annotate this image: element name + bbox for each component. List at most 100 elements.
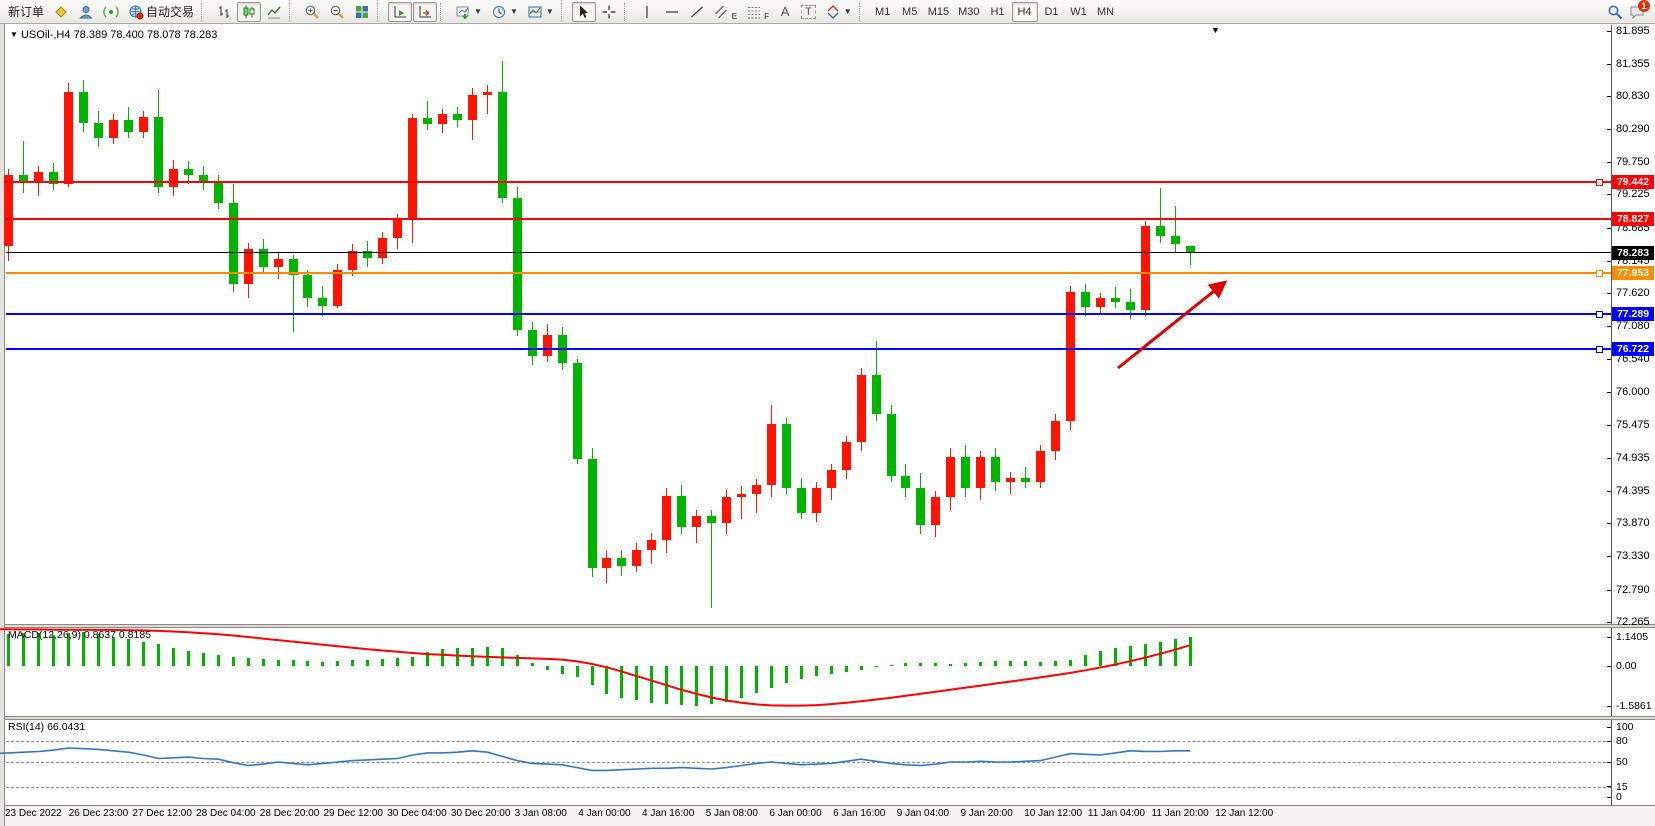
rsi-tick [1607, 786, 1611, 787]
candle-body [1065, 291, 1075, 421]
candle-body [542, 334, 552, 357]
candle-body [737, 494, 746, 498]
time-axis-label: 30 Dec 04:00 [387, 808, 447, 819]
candle-wick [711, 509, 713, 608]
macd-histogram-bar [650, 666, 654, 703]
new-order-button[interactable]: 新订单 [4, 2, 48, 22]
tf-m1-button[interactable]: M1 [870, 2, 896, 22]
price-tick [1607, 30, 1611, 32]
price-axis-label: 72.790 [1616, 583, 1650, 596]
macd-histogram-bar [740, 666, 743, 698]
horizontal-line-button[interactable] [660, 2, 684, 22]
candle-body [19, 174, 29, 182]
tf-m30-button[interactable]: M30 [954, 2, 983, 22]
horizontal-line[interactable] [6, 272, 1611, 275]
auto-scroll-button[interactable] [388, 1, 413, 22]
line-chart-button[interactable] [262, 2, 286, 22]
bar-chart-button[interactable] [212, 2, 236, 22]
toolbar-grip [440, 2, 447, 21]
notification-badge: 1 [1638, 0, 1650, 12]
notifications-button[interactable]: 1 [1629, 0, 1650, 20]
arrows-button[interactable]: ▼ [821, 2, 856, 22]
candle-body [482, 92, 492, 95]
candle-body [662, 496, 672, 541]
price-axis-label: 81.355 [1616, 57, 1650, 70]
candle-body [333, 270, 343, 306]
signal-button[interactable] [99, 2, 123, 22]
splitter-macd-rsi[interactable] [5, 716, 1655, 720]
indicators-icon [456, 6, 469, 19]
current-price-line [6, 252, 1611, 254]
time-axis-label: 9 Jan 20:00 [960, 808, 1013, 819]
fibonacci-button[interactable]: F [742, 2, 773, 22]
cursor-button[interactable] [571, 1, 596, 22]
text-label-button[interactable]: T [797, 2, 820, 22]
chart-menu-triangle-icon[interactable]: ▼ [10, 30, 18, 39]
candle-body [348, 250, 358, 271]
equidistant-channel-button[interactable]: E [710, 2, 741, 22]
tf-h4-button[interactable]: H4 [1011, 1, 1038, 22]
crosshair-button[interactable] [597, 2, 621, 22]
horizontal-line[interactable] [6, 347, 1611, 350]
time-axis-label: 4 Jan 16:00 [642, 808, 695, 819]
time-axis-label: 29 Dec 12:00 [323, 808, 384, 819]
horizontal-line[interactable] [6, 218, 1611, 221]
auto-scroll-icon [394, 5, 407, 17]
price-tick [1607, 589, 1611, 591]
macd-histogram-bar [455, 648, 459, 666]
candle-body [826, 469, 836, 489]
templates-button[interactable]: ▼ [523, 2, 558, 22]
toolbar-grip [201, 2, 208, 21]
bar-chart-icon [219, 5, 230, 18]
trend-arrow[interactable] [1117, 280, 1228, 370]
price-axis-label: 73.330 [1616, 550, 1650, 563]
time-axis-label: 6 Jan 00:00 [769, 808, 822, 819]
price-axis-label: 75.475 [1616, 418, 1650, 431]
trendline-button[interactable] [685, 2, 709, 22]
chart-shift-button[interactable] [413, 1, 438, 22]
price-axis-label: 72.265 [1616, 615, 1650, 628]
zoom-out-button[interactable] [325, 2, 349, 22]
toolbar-right: 1 [1607, 0, 1651, 20]
time-axis-label: 9 Jan 04:00 [896, 808, 950, 819]
splitter-main-macd[interactable] [5, 624, 1655, 628]
macd-histogram-bar [934, 663, 938, 666]
line-handle[interactable] [1596, 178, 1603, 186]
tile-windows-button[interactable] [350, 2, 374, 22]
indicators-button[interactable]: ▼ [451, 2, 486, 22]
price-tick [1607, 194, 1611, 196]
tf-h1-button[interactable]: H1 [985, 2, 1011, 22]
horizontal-line[interactable] [6, 180, 1611, 183]
tf-mn-button[interactable]: MN [1093, 2, 1119, 22]
candle-body [183, 168, 193, 175]
timeframes-menu-button[interactable]: ▼ [487, 2, 522, 22]
line-handle[interactable] [1596, 310, 1603, 318]
text-button[interactable]: A [774, 2, 796, 22]
price-badge: 77.289 [1612, 306, 1654, 321]
line-handle[interactable] [1596, 345, 1603, 353]
macd-histogram-bar [1098, 650, 1102, 666]
price-tick [1607, 227, 1611, 229]
macd-histogram-bar [171, 648, 175, 666]
horizontal-line[interactable] [6, 312, 1611, 315]
candle-body [258, 248, 268, 268]
tf-m5-button[interactable]: M5 [897, 2, 923, 22]
tf-d1-button[interactable]: D1 [1039, 2, 1065, 22]
candle-wick [486, 84, 488, 114]
macd-histogram-bar [904, 663, 908, 666]
tf-w1-button[interactable]: W1 [1066, 2, 1092, 22]
candlestick-chart-button[interactable] [237, 1, 262, 22]
line-handle[interactable] [1596, 270, 1603, 278]
price-axis-label: 76.540 [1616, 353, 1650, 366]
candle-body [766, 423, 776, 486]
macd-histogram-bar [201, 652, 205, 666]
gold-button[interactable] [49, 2, 73, 22]
auto-trading-button[interactable]: 自动交易 [124, 2, 198, 22]
search-icon[interactable] [1607, 4, 1623, 20]
zoom-in-button[interactable] [300, 2, 324, 22]
account-button[interactable] [74, 2, 98, 22]
tf-m15-button[interactable]: M15 [924, 2, 953, 22]
macd-histogram-bar [575, 666, 579, 678]
vertical-line-button[interactable] [635, 2, 659, 22]
macd-histogram-bar [1024, 661, 1028, 666]
